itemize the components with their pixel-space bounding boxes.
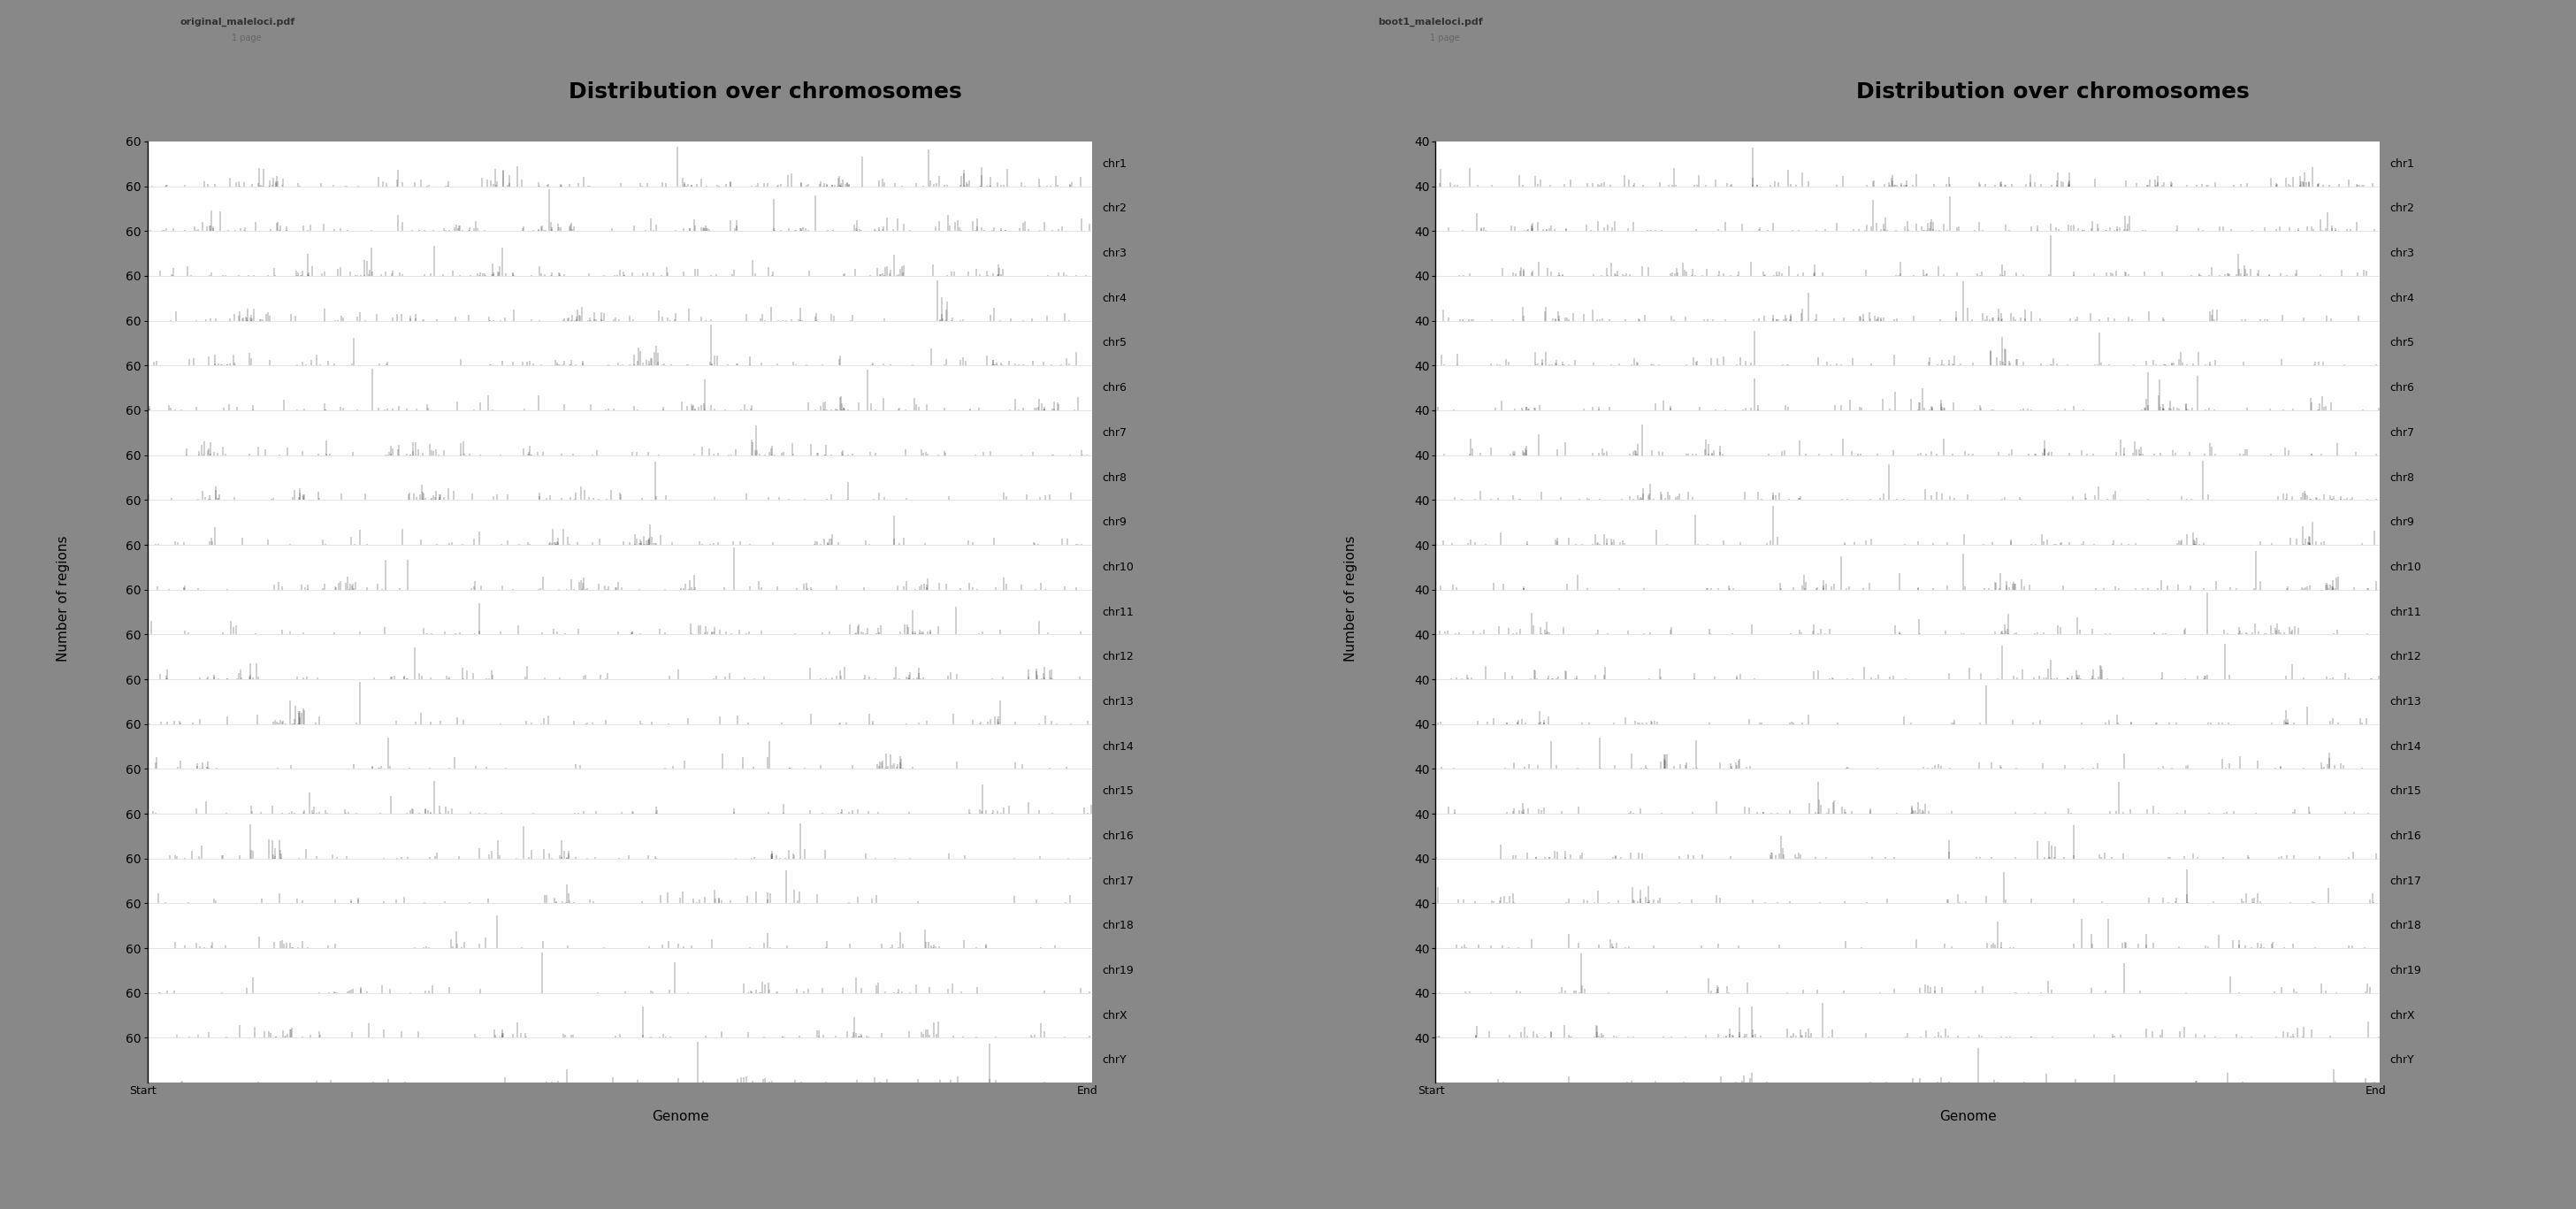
Text: chr2: chr2 bbox=[1103, 203, 1126, 214]
Text: chr16: chr16 bbox=[1103, 831, 1133, 841]
Text: chr17: chr17 bbox=[1103, 875, 1133, 886]
Text: chr8: chr8 bbox=[2391, 472, 2414, 484]
Text: chr6: chr6 bbox=[2391, 382, 2414, 394]
Text: chr9: chr9 bbox=[1103, 516, 1126, 528]
Text: chr11: chr11 bbox=[2391, 606, 2421, 618]
Text: chr13: chr13 bbox=[2391, 696, 2421, 707]
Text: chrX: chrX bbox=[1103, 1010, 1126, 1022]
Text: chr12: chr12 bbox=[1103, 652, 1133, 663]
Text: Genome: Genome bbox=[652, 1110, 708, 1123]
Text: chr10: chr10 bbox=[1103, 561, 1133, 573]
Text: chr4: chr4 bbox=[2391, 293, 2414, 305]
Text: boot1_maleloci.pdf: boot1_maleloci.pdf bbox=[1378, 17, 1484, 27]
Text: chr17: chr17 bbox=[2391, 875, 2421, 886]
Text: End: End bbox=[2365, 1086, 2385, 1097]
Text: chr2: chr2 bbox=[2391, 203, 2414, 214]
Text: chr4: chr4 bbox=[1103, 293, 1126, 305]
Text: chr16: chr16 bbox=[2391, 831, 2421, 841]
Text: Distribution over chromosomes: Distribution over chromosomes bbox=[569, 81, 961, 103]
Text: 1 page: 1 page bbox=[232, 34, 263, 42]
Text: chr10: chr10 bbox=[2391, 561, 2421, 573]
Text: chr1: chr1 bbox=[1103, 158, 1126, 169]
Text: ○  ○  ○: ○ ○ ○ bbox=[52, 22, 95, 33]
Text: chr7: chr7 bbox=[1103, 427, 1126, 439]
Text: Distribution over chromosomes: Distribution over chromosomes bbox=[1857, 81, 2249, 103]
Text: chr6: chr6 bbox=[1103, 382, 1126, 394]
Text: chr5: chr5 bbox=[2391, 337, 2414, 349]
Text: chr13: chr13 bbox=[1103, 696, 1133, 707]
Text: Number of regions: Number of regions bbox=[1345, 536, 1358, 661]
Text: chr14: chr14 bbox=[1103, 741, 1133, 752]
Text: Start: Start bbox=[1417, 1086, 1445, 1097]
Text: chr3: chr3 bbox=[1103, 248, 1126, 259]
Text: chr11: chr11 bbox=[1103, 606, 1133, 618]
Text: chr9: chr9 bbox=[2391, 516, 2414, 528]
Text: Genome: Genome bbox=[1940, 1110, 1996, 1123]
Text: chrY: chrY bbox=[2391, 1054, 2414, 1066]
Text: chr8: chr8 bbox=[1103, 472, 1126, 484]
Text: chrY: chrY bbox=[1103, 1054, 1126, 1066]
Text: End: End bbox=[1077, 1086, 1097, 1097]
Text: chr15: chr15 bbox=[2391, 786, 2421, 797]
Text: chr5: chr5 bbox=[1103, 337, 1126, 349]
Text: original_maleloci.pdf: original_maleloci.pdf bbox=[180, 17, 296, 27]
Text: chr15: chr15 bbox=[1103, 786, 1133, 797]
Text: chr1: chr1 bbox=[2391, 158, 2414, 169]
Text: chr18: chr18 bbox=[2391, 920, 2421, 932]
Text: chr19: chr19 bbox=[2391, 965, 2421, 977]
Text: chrX: chrX bbox=[2391, 1010, 2414, 1022]
Text: chr3: chr3 bbox=[2391, 248, 2414, 259]
Text: Number of regions: Number of regions bbox=[57, 536, 70, 661]
Text: chr19: chr19 bbox=[1103, 965, 1133, 977]
Text: chr18: chr18 bbox=[1103, 920, 1133, 932]
Text: chr7: chr7 bbox=[2391, 427, 2414, 439]
Text: Start: Start bbox=[129, 1086, 157, 1097]
Text: 1 page: 1 page bbox=[1430, 34, 1461, 42]
Text: chr14: chr14 bbox=[2391, 741, 2421, 752]
Text: chr12: chr12 bbox=[2391, 652, 2421, 663]
